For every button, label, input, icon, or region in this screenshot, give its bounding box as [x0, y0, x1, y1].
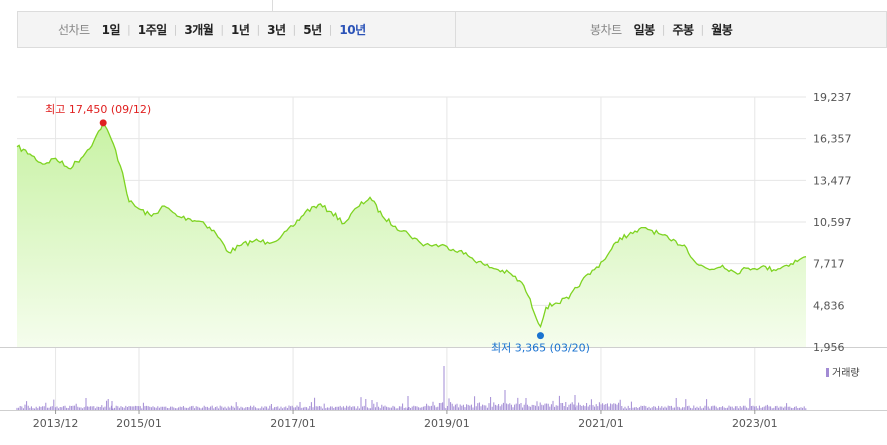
x-tick-label: 2021/01	[578, 417, 624, 430]
y-tick-label: 10,597	[813, 216, 852, 229]
volume-bars	[16, 366, 807, 410]
tab-10y[interactable]: 10년	[339, 23, 366, 37]
line-chart-tab-group: 선차트 1일 | 1주일 | 3개월 | 1년 | 3년 | 5년 | 10년	[58, 12, 366, 47]
volume-panel: 거래량	[16, 366, 860, 410]
line-chart-label: 선차트	[58, 23, 90, 37]
candle-chart-label: 봉차트	[590, 23, 622, 37]
x-axis: 2013/12 2015/01 2017/01 2019/01 2021/01 2023/…	[33, 410, 778, 430]
y-tick-label: 16,357	[813, 133, 852, 146]
tab-separator: |	[220, 23, 225, 36]
volume-legend-swatch	[826, 368, 829, 377]
price-area	[16, 121, 807, 348]
tab-separator: |	[256, 23, 261, 36]
y-tick-label: 19,237	[813, 91, 852, 104]
y-tick-label: 13,477	[813, 174, 852, 187]
price-chart: 19,23716,35713,47710,5977,7174,8361,956 …	[0, 91, 887, 430]
price-series-line	[16, 121, 807, 329]
tab-3y[interactable]: 3년	[267, 23, 286, 37]
chart-period-tabbar: 선차트 1일 | 1주일 | 3개월 | 1년 | 3년 | 5년 | 10년 …	[17, 11, 887, 48]
tab-daily-candle[interactable]: 일봉	[633, 23, 656, 37]
annotations: 최고 17,450 (09/12) 최저 3,365 (03/20)	[45, 103, 590, 355]
x-tick-label: 2019/01	[424, 417, 470, 430]
tab-separator: |	[292, 23, 297, 36]
tab-separator: |	[173, 23, 178, 36]
x-tick-label: 2015/01	[116, 417, 162, 430]
y-axis: 19,237 16,357 13,477 10,597 7,717 4,836 1,956	[813, 91, 852, 354]
high-point-label: 최고 17,450 (09/12)	[45, 103, 151, 116]
tab-weekly-candle[interactable]: 주봉	[672, 23, 694, 37]
x-tick-label: 2017/01	[270, 417, 316, 430]
x-tick-label: 2023/01	[732, 417, 778, 430]
high-point-marker	[99, 119, 107, 127]
y-tick-label: 1,956	[813, 341, 845, 354]
tabbar-divider	[455, 12, 456, 47]
y-tick-label: 4,836	[813, 299, 845, 312]
y-tick-label: 7,717	[813, 258, 845, 271]
tab-1y[interactable]: 1년	[231, 23, 250, 37]
volume-legend-label: 거래량	[832, 367, 860, 379]
tab-monthly-candle[interactable]: 월봉	[711, 23, 733, 37]
low-point-marker	[536, 332, 544, 340]
tab-1w[interactable]: 1주일	[137, 23, 167, 37]
candle-chart-tab-group: 봉차트 일봉 | 주봉 | 월봉	[590, 12, 733, 47]
price-area-fill	[17, 122, 806, 348]
header-divider	[272, 0, 273, 11]
tab-1d[interactable]: 1일	[101, 23, 121, 37]
tab-separator: |	[127, 23, 131, 36]
tab-3m[interactable]: 3개월	[184, 23, 214, 37]
tab-separator: |	[661, 23, 666, 36]
tab-separator: |	[700, 23, 705, 36]
tab-5y[interactable]: 5년	[303, 23, 322, 37]
tab-separator: |	[328, 23, 333, 36]
low-point-label: 최저 3,365 (03/20)	[491, 342, 590, 355]
x-tick-label: 2013/12	[33, 417, 79, 430]
